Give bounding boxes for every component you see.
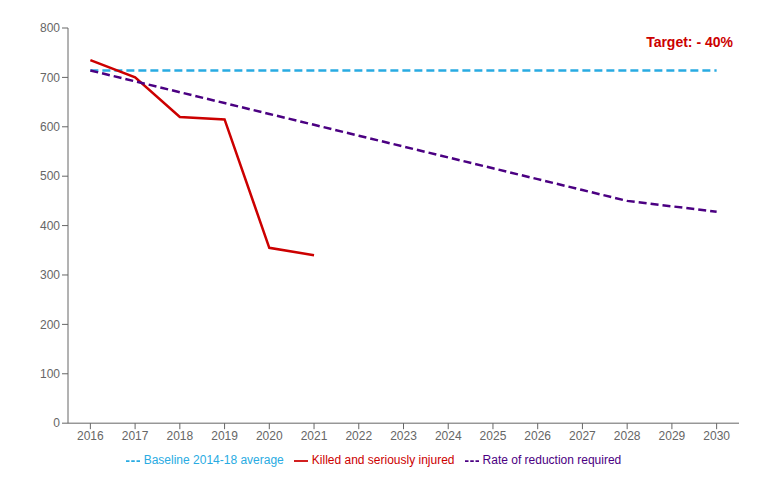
svg-text:300: 300 xyxy=(40,268,60,282)
svg-text:2029: 2029 xyxy=(659,429,686,443)
html-text:Killed and seriously injured: Killed and seriously injured xyxy=(311,453,455,468)
svg-text:2027: 2027 xyxy=(569,429,596,443)
svg-text:600: 600 xyxy=(40,120,60,134)
svg-text:2021: 2021 xyxy=(301,429,328,443)
svg-text:2023: 2023 xyxy=(390,429,417,443)
html-text:Baseline 2014-18 average: Baseline 2014-18 average xyxy=(143,453,284,468)
svg-text:2017: 2017 xyxy=(122,429,149,443)
svg-text:2019: 2019 xyxy=(211,429,238,443)
svg-text:0: 0 xyxy=(53,416,60,430)
svg-text:2016: 2016 xyxy=(77,429,104,443)
svg-text:100: 100 xyxy=(40,367,60,381)
svg-text:500: 500 xyxy=(40,169,60,183)
svg-text:800: 800 xyxy=(40,21,60,35)
svg-text:2020: 2020 xyxy=(256,429,283,443)
svg-text:400: 400 xyxy=(40,219,60,233)
svg-text:2026: 2026 xyxy=(524,429,551,443)
svg-text:2018: 2018 xyxy=(166,429,193,443)
svg-text:2028: 2028 xyxy=(614,429,641,443)
svg-text:2030: 2030 xyxy=(703,429,730,443)
svg-text:200: 200 xyxy=(40,318,60,332)
svg-text:2022: 2022 xyxy=(345,429,372,443)
svg-text:2025: 2025 xyxy=(480,429,507,443)
svg-text:700: 700 xyxy=(40,71,60,85)
html-text:Target: - 40%: Target: - 40% xyxy=(646,34,733,50)
html-text:Rate of reduction required: Rate of reduction required xyxy=(482,453,622,468)
svg-text:2024: 2024 xyxy=(435,429,462,443)
